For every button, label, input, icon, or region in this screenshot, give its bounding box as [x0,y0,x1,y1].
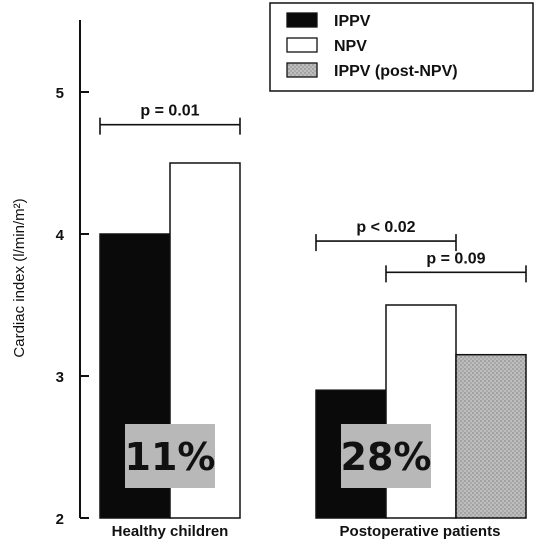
category-label: Healthy children [112,523,229,539]
legend: IPPV NPV IPPV (post-NPV) [269,2,534,92]
y-axis-label: Cardiac index (l/min/m²) [11,198,28,357]
legend-items: IPPV NPV IPPV (post-NPV) [286,12,458,80]
y-tick-label: 4 [56,227,65,244]
bars [99,162,527,519]
legend-label: NPV [334,38,367,55]
p-value-label: p < 0.02 [356,219,415,236]
y-tick-label: 2 [56,511,64,528]
legend-label: IPPV [334,13,371,30]
percent-label: 11% [125,435,216,479]
y-tick-label: 5 [56,85,64,102]
legend-label: IPPV (post-NPV) [334,63,458,80]
legend-swatch [286,62,318,78]
p-value-label: p = 0.09 [426,250,485,267]
percent-labels: 11% 28% [125,424,432,488]
legend-swatch [286,12,318,28]
bar-ippv-post-npv-postop [455,353,527,519]
category-label: Postoperative patients [340,523,501,539]
y-ticks: 2 3 4 5 [56,85,89,528]
significance-brackets: p = 0.01 p < 0.02 p = 0.09 [99,103,527,283]
p-value-label: p = 0.01 [140,103,199,120]
y-tick-label: 3 [56,369,64,386]
category-labels: Healthy children Postoperative patients [112,523,501,539]
percent-box [341,424,431,488]
legend-swatch [286,37,318,53]
percent-label: 28% [341,435,432,479]
percent-box [125,424,215,488]
